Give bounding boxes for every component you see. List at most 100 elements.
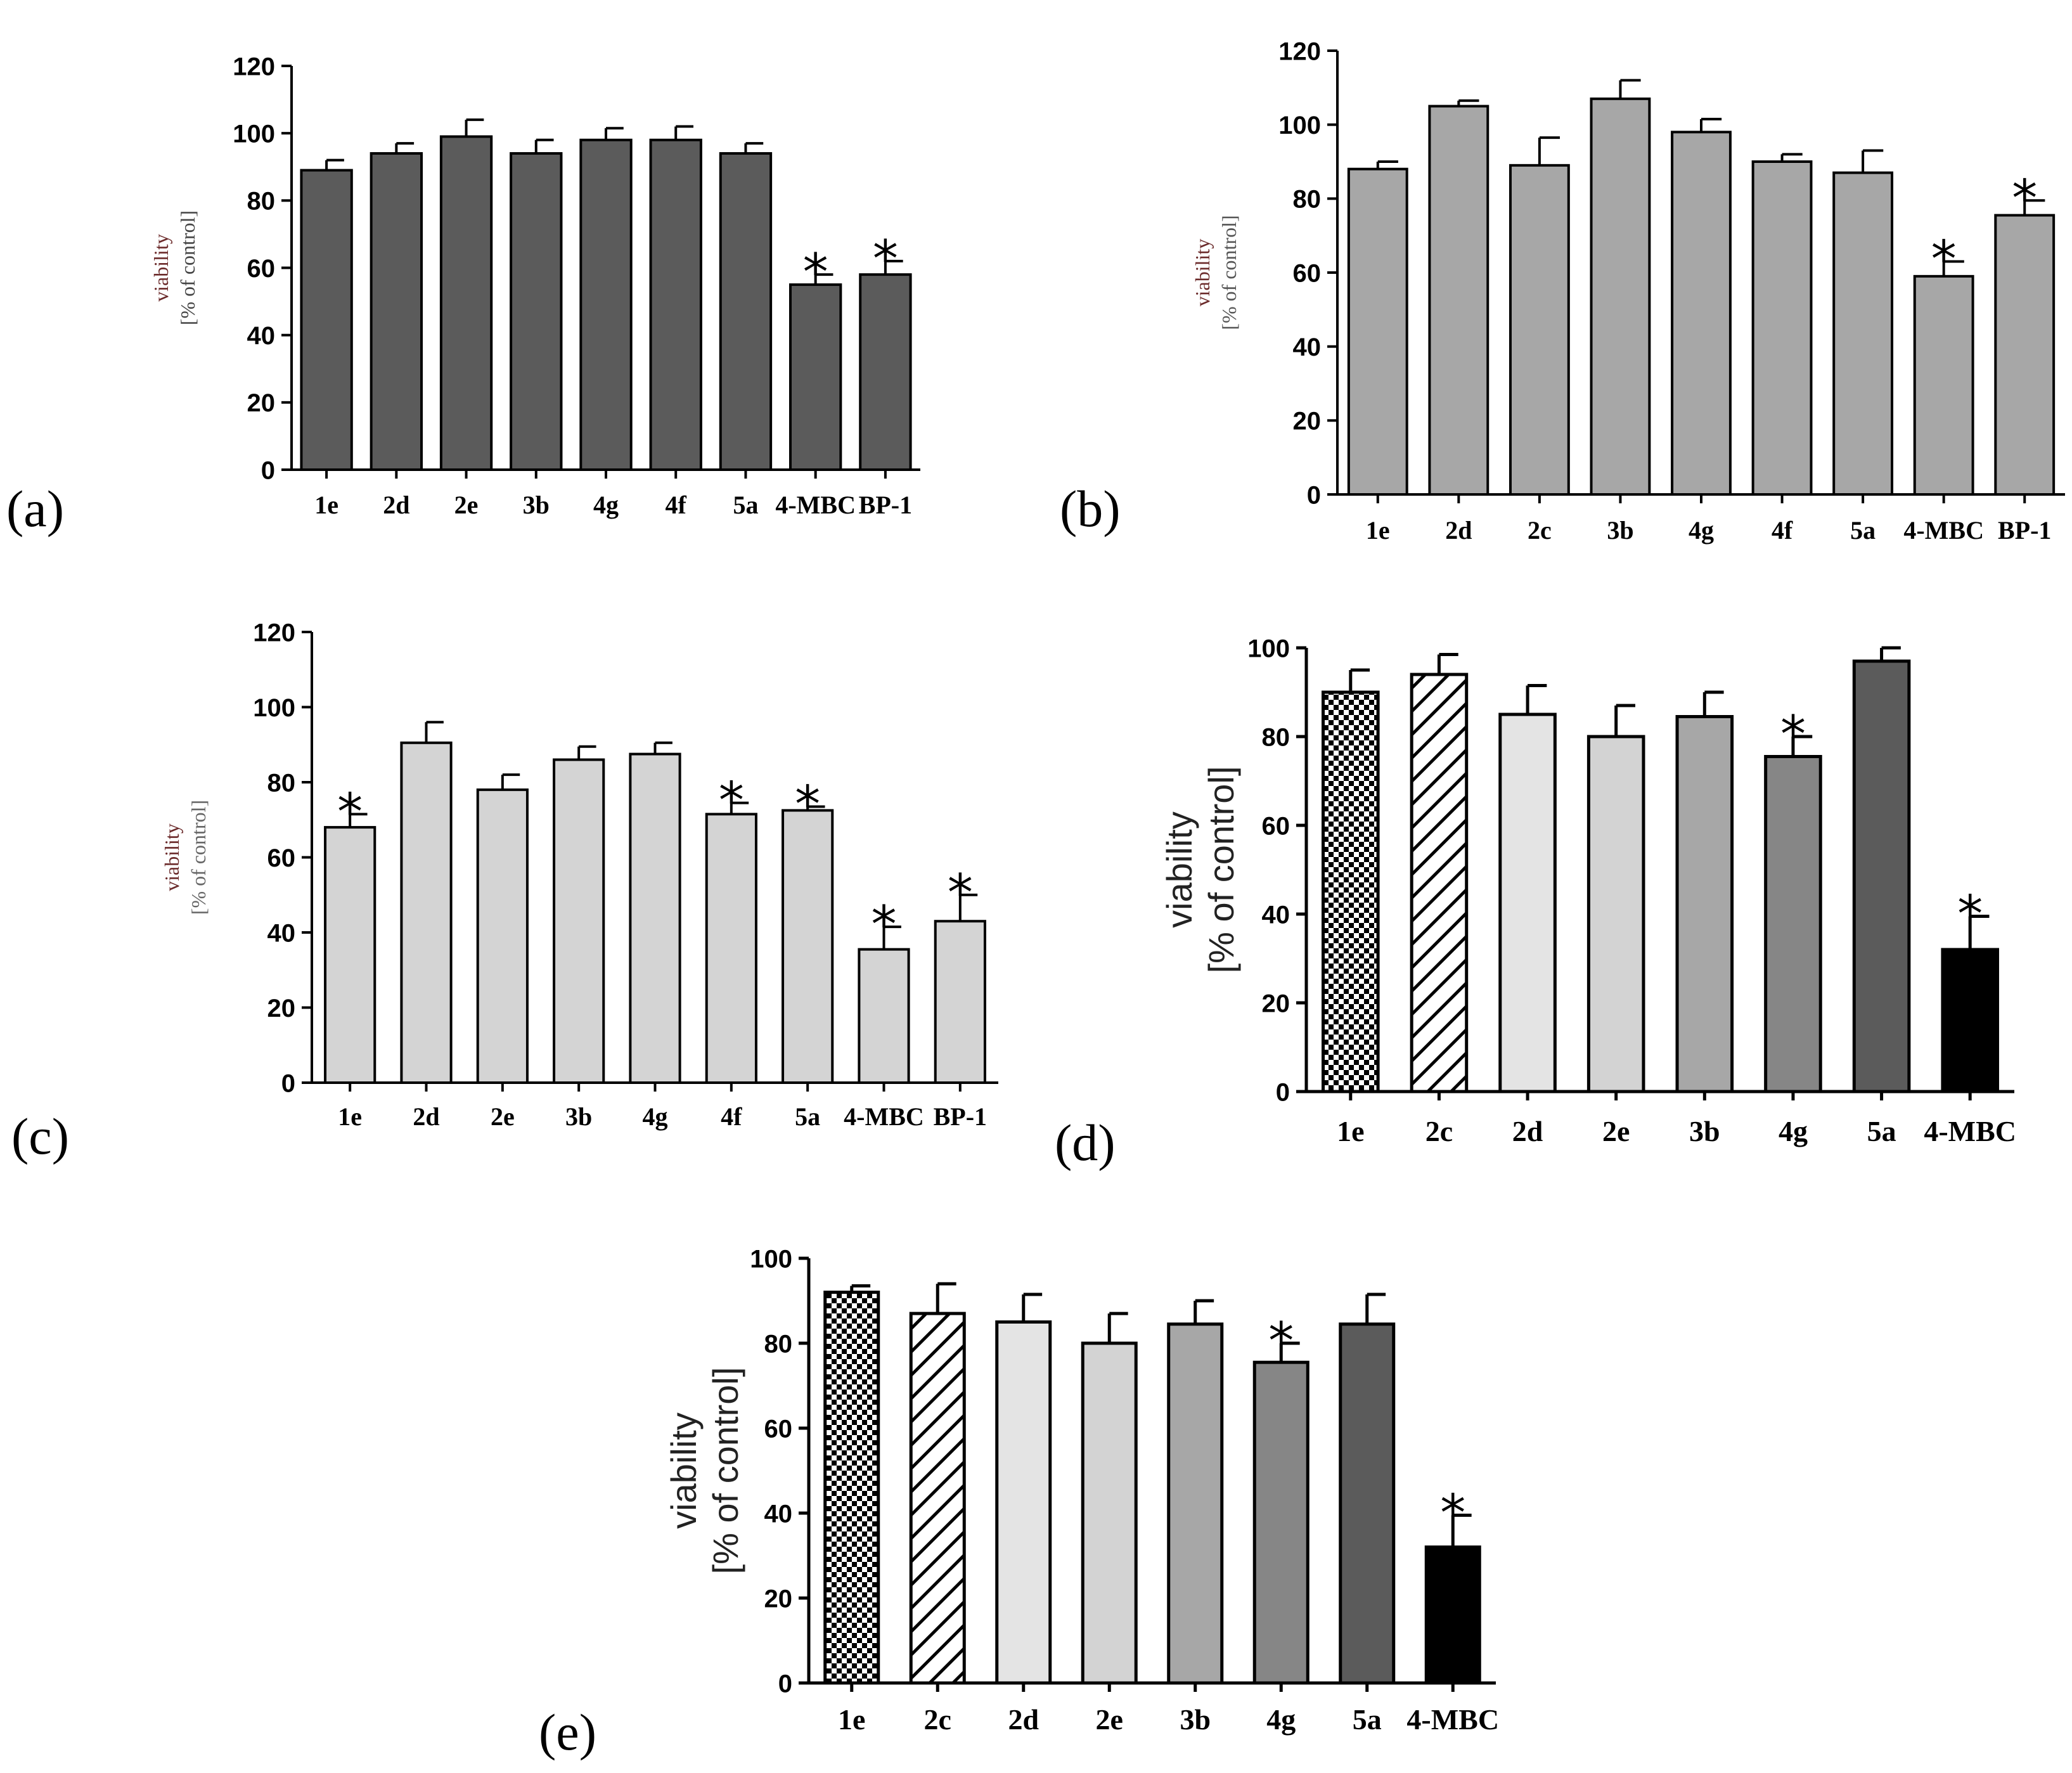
x-tick-label: BP-1 bbox=[1998, 516, 2051, 545]
x-tick-label: 2d bbox=[1445, 516, 1472, 545]
significance-marker: * bbox=[337, 782, 363, 841]
chart-panel-a: 0 20 40 60 80 100 120 1e 2d 2e 3b 4g 4f 5a 4-MBC * BP-1 *… bbox=[6, 53, 920, 538]
x-tick-label: 2e bbox=[1602, 1115, 1630, 1147]
bar-1e bbox=[1347, 167, 1408, 496]
bar-5a bbox=[1832, 171, 1894, 496]
y-tick-label: 40 bbox=[1262, 901, 1290, 929]
bar-2d bbox=[400, 741, 453, 1084]
y-tick-label: 100 bbox=[233, 120, 275, 148]
chart-panel-e: 0 20 40 60 80 100 1e 2c 2d 2e 3b 4g * 5a 4-MBC * viabili… bbox=[539, 1245, 1499, 1761]
x-tick-label: 2d bbox=[1512, 1115, 1543, 1147]
x-tick-label: 5a bbox=[733, 491, 758, 519]
significance-marker: * bbox=[803, 243, 828, 302]
y-tick-label: 100 bbox=[253, 694, 295, 722]
bar-4g bbox=[1764, 755, 1822, 1093]
x-tick-label: 2e bbox=[491, 1102, 515, 1131]
bar-1e bbox=[324, 826, 376, 1084]
bar-4g bbox=[1252, 1360, 1309, 1685]
bar-4-MBC bbox=[1941, 948, 1999, 1093]
bar-2d bbox=[1428, 105, 1490, 496]
significance-marker: * bbox=[719, 771, 744, 830]
bar-4-MBC bbox=[1424, 1545, 1481, 1685]
x-tick-label: 3b bbox=[1607, 516, 1633, 545]
y-tick-label: 20 bbox=[764, 1585, 793, 1613]
bar-5a bbox=[782, 809, 834, 1084]
x-tick-label: 3b bbox=[1180, 1703, 1211, 1736]
y-tick-label: 20 bbox=[1293, 408, 1322, 435]
y-tick-label: 0 bbox=[1307, 481, 1321, 509]
significance-marker: * bbox=[872, 895, 897, 954]
y-axis-label-line2: [% of control] bbox=[187, 800, 210, 915]
x-tick-label: 5a bbox=[1353, 1703, 1382, 1736]
y-tick-label: 100 bbox=[1247, 635, 1290, 662]
y-axis-label-line1: viability bbox=[664, 1412, 704, 1529]
panel-label: (d) bbox=[1055, 1114, 1116, 1171]
bar-2e bbox=[439, 135, 493, 472]
bar-2c bbox=[1410, 673, 1469, 1093]
y-axis-label-line2: [% of control] bbox=[705, 1367, 745, 1575]
y-tick-label: 80 bbox=[247, 188, 276, 216]
bar-4f bbox=[649, 138, 702, 472]
y-tick-label: 60 bbox=[247, 255, 276, 283]
x-tick-label: 1e bbox=[838, 1703, 865, 1736]
significance-marker: * bbox=[873, 229, 898, 288]
y-tick-label: 40 bbox=[764, 1500, 793, 1528]
y-tick-label: 60 bbox=[1262, 812, 1290, 840]
y-tick-label: 60 bbox=[1293, 259, 1322, 287]
significance-marker: * bbox=[1931, 230, 1957, 289]
bar-5a bbox=[719, 152, 773, 471]
bar-1e bbox=[1322, 690, 1380, 1093]
x-tick-label: BP-1 bbox=[934, 1102, 987, 1131]
x-tick-label: 2e bbox=[454, 491, 479, 519]
chart-panel-d: 0 20 40 60 80 100 1e 2c 2d 2e 3b 4g * 5a 4-MBC * viabili… bbox=[1055, 635, 2016, 1171]
x-tick-label: 3b bbox=[523, 491, 550, 519]
bar-1e bbox=[300, 169, 353, 471]
x-tick-label: 2d bbox=[1008, 1703, 1039, 1736]
significance-marker: * bbox=[948, 863, 973, 922]
bar-2c bbox=[909, 1312, 966, 1685]
y-axis-label-line2: [% of control] bbox=[1218, 215, 1240, 330]
bar-2e bbox=[476, 788, 529, 1084]
y-tick-label: 40 bbox=[267, 919, 296, 947]
bar-BP-1 bbox=[1994, 214, 2056, 496]
x-tick-label: 4-MBC bbox=[844, 1102, 924, 1131]
y-tick-label: 120 bbox=[253, 619, 295, 647]
x-tick-label: 2e bbox=[1096, 1703, 1123, 1736]
bar-4-MBC bbox=[1913, 274, 1974, 496]
y-tick-label: 40 bbox=[247, 322, 276, 350]
bar-3b bbox=[1167, 1322, 1224, 1685]
x-tick-label: 1e bbox=[338, 1102, 362, 1131]
bar-2d bbox=[1498, 712, 1557, 1093]
chart-panel-b: 0 20 40 60 80 100 120 1e 2d 2c 3b 4g 4f 5a 4-MBC * BP-1 *… bbox=[1060, 37, 2065, 545]
panel-label: (a) bbox=[6, 480, 64, 538]
x-tick-label: 2d bbox=[383, 491, 409, 519]
significance-marker: * bbox=[795, 775, 820, 834]
bar-4g bbox=[629, 752, 681, 1084]
y-axis-label-line1: viability bbox=[160, 823, 183, 891]
x-tick-label: 4-MBC bbox=[1406, 1703, 1499, 1736]
y-axis-label-line2: [% of control] bbox=[176, 210, 199, 325]
bar-3b bbox=[1675, 715, 1734, 1093]
x-tick-label: 4g bbox=[1689, 516, 1714, 545]
y-tick-label: 0 bbox=[1276, 1078, 1290, 1106]
x-tick-label: 4-MBC bbox=[1903, 516, 1984, 545]
y-axis-label-line1: viability bbox=[1191, 239, 1214, 307]
y-tick-label: 120 bbox=[233, 53, 275, 81]
x-tick-label: 2c bbox=[1528, 516, 1552, 545]
y-axis-label-line1: viability bbox=[1159, 811, 1199, 928]
bar-3b bbox=[553, 758, 605, 1084]
x-tick-label: 2d bbox=[413, 1102, 439, 1131]
x-tick-label: 1e bbox=[1366, 516, 1390, 545]
y-axis-label-line1: viability bbox=[150, 234, 172, 302]
x-tick-label: 4f bbox=[666, 491, 687, 519]
bar-2d bbox=[370, 152, 423, 471]
y-tick-label: 20 bbox=[1262, 990, 1290, 1017]
bar-4g bbox=[579, 138, 633, 472]
panel-label: (b) bbox=[1060, 480, 1121, 538]
y-tick-label: 20 bbox=[267, 995, 296, 1022]
bar-2d bbox=[995, 1320, 1052, 1685]
significance-marker: * bbox=[1268, 1312, 1294, 1370]
significance-marker: * bbox=[2012, 169, 2037, 228]
y-tick-label: 80 bbox=[1262, 723, 1290, 751]
